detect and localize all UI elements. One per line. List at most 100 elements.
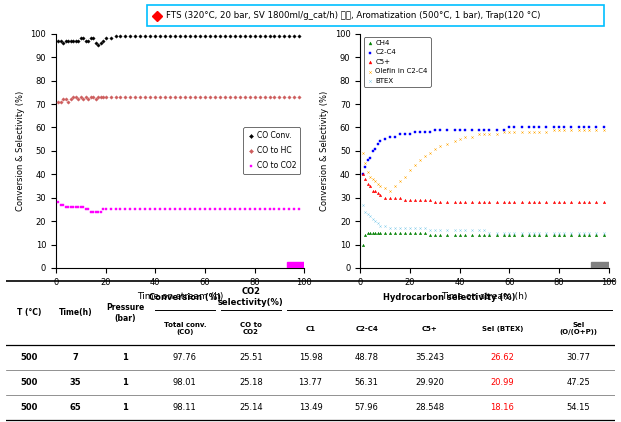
CO Conv. [76, 35, 86, 42]
CO to HC [68, 94, 78, 100]
CO to CO2 [53, 199, 63, 206]
Olefin in C2-C4 [474, 131, 484, 138]
CO Conv. [175, 33, 185, 40]
CO Conv. [225, 33, 235, 40]
C2-C4 [599, 124, 609, 131]
C2-C4 [450, 127, 460, 133]
CO to HC [165, 94, 175, 100]
CO to CO2 [91, 208, 101, 215]
BTEX [455, 227, 465, 234]
BTEX [375, 222, 385, 229]
CO Conv. [200, 33, 210, 40]
C2-C4 [529, 124, 539, 131]
CO to HC [135, 94, 145, 100]
Text: C5+: C5+ [422, 326, 437, 332]
Olefin in C2-C4 [385, 187, 395, 194]
CO to CO2 [135, 206, 145, 213]
CO Conv. [265, 33, 274, 40]
CO Conv. [116, 33, 125, 40]
CO to HC [265, 94, 274, 100]
C2-C4 [370, 145, 380, 152]
CO Conv. [86, 35, 96, 42]
CH4 [542, 232, 551, 238]
CO to HC [220, 94, 230, 100]
Olefin in C2-C4 [509, 129, 519, 135]
CO to HC [170, 94, 180, 100]
C5+ [430, 199, 440, 206]
C5+ [455, 199, 465, 206]
C5+ [584, 199, 594, 206]
C2-C4 [474, 127, 484, 133]
BTEX [380, 222, 390, 229]
C2-C4 [479, 127, 489, 133]
CO to CO2 [245, 206, 255, 213]
Text: 15.98: 15.98 [299, 352, 322, 362]
C2-C4 [430, 127, 440, 133]
Text: 65: 65 [70, 403, 81, 412]
C5+ [574, 199, 584, 206]
CO Conv. [245, 33, 255, 40]
C5+ [425, 197, 435, 203]
CO Conv. [170, 33, 180, 40]
Olefin in C2-C4 [370, 178, 380, 185]
CO to HC [240, 94, 250, 100]
Bar [287, 262, 304, 268]
Olefin in C2-C4 [420, 152, 430, 159]
BTEX [584, 230, 594, 236]
CO to HC [260, 94, 270, 100]
Olefin in C2-C4 [492, 131, 502, 138]
CO Conv. [91, 40, 101, 46]
CH4 [405, 230, 415, 236]
C5+ [415, 197, 425, 203]
CO to HC [88, 94, 98, 100]
CO to HC [185, 94, 195, 100]
CH4 [442, 232, 452, 238]
C2-C4 [410, 129, 420, 135]
BTEX [499, 230, 509, 236]
Olefin in C2-C4 [390, 183, 400, 189]
CH4 [395, 230, 405, 236]
C5+ [370, 187, 380, 194]
C2-C4 [504, 124, 514, 131]
C5+ [504, 199, 514, 206]
C2-C4 [425, 129, 435, 135]
CO to CO2 [66, 204, 76, 211]
CH4 [584, 232, 594, 238]
CO to HC [66, 96, 76, 103]
Text: 13.49: 13.49 [299, 403, 322, 412]
C5+ [559, 199, 569, 206]
C5+ [460, 199, 469, 206]
Bar [591, 262, 609, 268]
CO to HC [200, 94, 210, 100]
CH4 [566, 232, 576, 238]
Text: CO2
selectivity(%): CO2 selectivity(%) [218, 287, 284, 307]
C2-C4 [574, 124, 584, 131]
Olefin in C2-C4 [599, 127, 609, 133]
Text: 28.548: 28.548 [415, 403, 444, 412]
C2-C4 [559, 124, 569, 131]
Text: 98.11: 98.11 [173, 403, 197, 412]
C2-C4 [365, 154, 375, 161]
C5+ [442, 199, 452, 206]
C5+ [365, 183, 375, 189]
C5+ [524, 199, 534, 206]
Text: 29.920: 29.920 [415, 378, 444, 387]
CO to HC [195, 94, 205, 100]
BTEX [365, 213, 375, 220]
CO Conv. [240, 33, 250, 40]
Text: 47.25: 47.25 [566, 378, 591, 387]
CH4 [467, 232, 477, 238]
BTEX [517, 230, 527, 236]
CO to HC [279, 94, 289, 100]
CO to CO2 [140, 206, 150, 213]
Text: 18.16: 18.16 [491, 403, 514, 412]
Text: 500: 500 [20, 352, 38, 362]
CO to CO2 [205, 206, 215, 213]
C2-C4 [467, 127, 477, 133]
Olefin in C2-C4 [517, 129, 527, 135]
CO Conv. [145, 33, 155, 40]
BTEX [460, 227, 469, 234]
CO to HC [120, 94, 130, 100]
CO Conv. [73, 38, 83, 44]
CO to CO2 [116, 206, 125, 213]
